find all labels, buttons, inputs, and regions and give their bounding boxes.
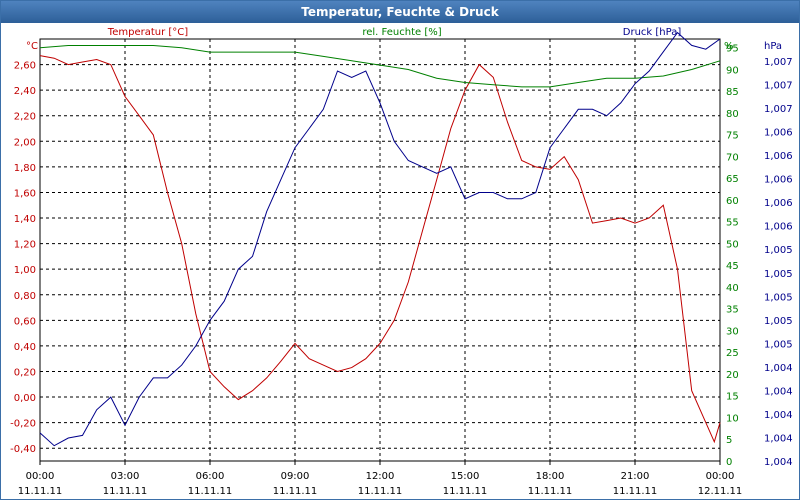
pressure-tick-label: 1,007 xyxy=(764,104,793,115)
humidity-tick-label: 60 xyxy=(726,196,739,207)
pressure-tick-label: 1,005 xyxy=(764,245,793,256)
pressure-tick-label: 1,005 xyxy=(764,292,793,303)
pressure-tick-label: 1,006 xyxy=(764,222,793,233)
humidity-tick-label: 55 xyxy=(726,218,739,229)
humidity-tick-label: 25 xyxy=(726,348,739,359)
x-axis-ticks: 00:00 11.11.11 03:00 11.11.11 06:00 11.11.11 0… xyxy=(18,461,743,497)
pressure-tick-label: 1,006 xyxy=(764,198,793,209)
pressure-series-line xyxy=(39,31,721,447)
temperature-tick-label: 0,40 xyxy=(14,342,36,353)
x-tick-label-time: 12:00 xyxy=(366,471,395,482)
temperature-tick-label: 2,20 xyxy=(14,112,36,123)
x-tick-label-date: 11.11.11 xyxy=(358,486,403,497)
humidity-tick-label: 35 xyxy=(726,305,739,316)
pressure-tick-label: 1,004 xyxy=(764,457,793,468)
temperature-axis-label: Temperatur [°C] xyxy=(107,27,188,38)
pressure-tick-label: 1,004 xyxy=(764,386,793,397)
temperature-tick-label: 0,60 xyxy=(14,316,36,327)
temperature-tick-label: 1,80 xyxy=(14,163,36,174)
humidity-axis-ticks: 0 5 10 15 20 25 30 35 40 45 50 55 60 65 70 75 80 85 90 95 xyxy=(726,44,739,468)
x-tick-label-time: 00:00 xyxy=(26,471,55,482)
pressure-tick-label: 1,004 xyxy=(764,433,793,444)
x-tick-label-date: 11.11.11 xyxy=(18,486,63,497)
temperature-axis-ticks: -0,40 -0,20 0,00 0,20 0,40 0,60 0,80 1,00 1,20 1,… xyxy=(10,61,36,456)
temperature-tick-label: 1,40 xyxy=(14,214,36,225)
temperature-tick-label: 2,60 xyxy=(14,61,36,72)
temperature-tick-label: 2,00 xyxy=(14,137,36,148)
humidity-tick-label: 80 xyxy=(726,109,739,120)
temperature-tick-label: 2,40 xyxy=(14,86,36,97)
x-tick-label-time: 15:00 xyxy=(451,471,480,482)
pressure-tick-label: 1,006 xyxy=(764,128,793,139)
temperature-tick-label: 0,80 xyxy=(14,291,36,302)
pressure-tick-label: 1,005 xyxy=(764,316,793,327)
temperature-tick-label: 1,60 xyxy=(14,188,36,199)
humidity-tick-label: 0 xyxy=(726,457,732,468)
temperature-tick-label: 1,00 xyxy=(14,265,36,276)
temperature-tick-label: 1,20 xyxy=(14,240,36,251)
humidity-tick-label: 45 xyxy=(726,261,739,272)
x-tick-label-date: 11.11.11 xyxy=(613,486,658,497)
pressure-axis-ticks: 1,004 1,004 1,004 1,004 1,004 1,005 1,005 1,005… xyxy=(764,57,793,468)
x-tick-label-date: 11.11.11 xyxy=(273,486,318,497)
pressure-tick-label: 1,007 xyxy=(764,81,793,92)
x-tick-label-date: 11.11.11 xyxy=(103,486,148,497)
humidity-tick-label: 95 xyxy=(726,44,739,55)
pressure-tick-label: 1,004 xyxy=(764,410,793,421)
humidity-tick-label: 65 xyxy=(726,174,739,185)
temperature-tick-label: 0,20 xyxy=(14,367,36,378)
humidity-tick-label: 15 xyxy=(726,392,739,403)
humidity-axis-unit: % xyxy=(724,41,734,52)
humidity-tick-label: 75 xyxy=(726,131,739,142)
temperature-tick-label: 0,00 xyxy=(14,393,36,404)
humidity-tick-label: 85 xyxy=(726,87,739,98)
humidity-tick-label: 10 xyxy=(726,413,739,424)
humidity-tick-label: 40 xyxy=(726,283,739,294)
humidity-tick-label: 50 xyxy=(726,239,739,250)
pressure-axis-label: Druck [hPa] xyxy=(623,27,682,38)
temperature-axis-unit: °C xyxy=(26,41,38,52)
temperature-series-line xyxy=(39,55,721,444)
temperature-tick-label: -0,40 xyxy=(10,444,36,455)
humidity-tick-label: 70 xyxy=(726,152,739,163)
x-tick-label-date: 11.11.11 xyxy=(528,486,573,497)
humidity-series-line xyxy=(39,45,721,88)
x-tick-label-date: 12.11.11 xyxy=(698,486,743,497)
humidity-tick-label: 5 xyxy=(726,435,732,446)
x-tick-label-time: 18:00 xyxy=(536,471,565,482)
pressure-tick-label: 1,005 xyxy=(764,339,793,350)
x-tick-label-time: 21:00 xyxy=(621,471,650,482)
series-lines xyxy=(39,31,721,447)
window-title: Temperatur, Feuchte & Druck xyxy=(1,1,799,23)
pressure-tick-label: 1,007 xyxy=(764,57,793,68)
x-tick-label-time: 09:00 xyxy=(281,471,310,482)
humidity-tick-label: 90 xyxy=(726,65,739,76)
x-tick-label-time: 00:00 xyxy=(706,471,735,482)
grid-lines xyxy=(40,39,720,461)
x-tick-label-time: 03:00 xyxy=(111,471,140,482)
x-tick-label-time: 06:00 xyxy=(196,471,225,482)
pressure-axis-unit: hPa xyxy=(764,41,782,52)
pressure-tick-label: 1,006 xyxy=(764,151,793,162)
pressure-tick-label: 1,005 xyxy=(764,269,793,280)
temperature-tick-label: -0,20 xyxy=(10,419,36,430)
humidity-axis-label: rel. Feuchte [%] xyxy=(362,27,441,38)
x-tick-label-date: 11.11.11 xyxy=(443,486,488,497)
humidity-tick-label: 20 xyxy=(726,370,739,381)
humidity-tick-label: 30 xyxy=(726,326,739,337)
x-tick-label-date: 11.11.11 xyxy=(188,486,233,497)
pressure-tick-label: 1,006 xyxy=(764,175,793,186)
pressure-tick-label: 1,004 xyxy=(764,363,793,374)
